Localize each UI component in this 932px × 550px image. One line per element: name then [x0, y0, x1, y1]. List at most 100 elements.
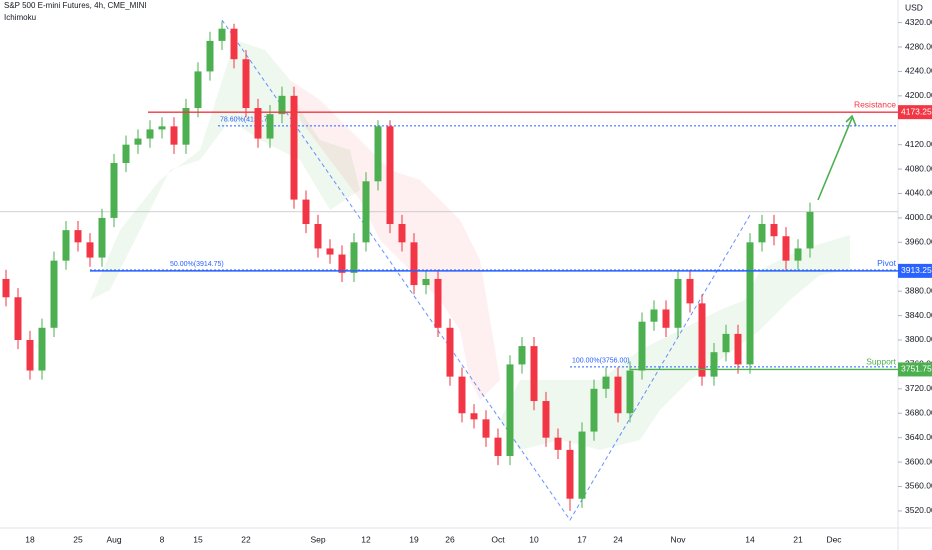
candle-body: [482, 419, 490, 438]
candle-body: [554, 437, 562, 450]
x-tick-label: 14: [745, 534, 755, 544]
y-tick-label: 4040.00: [905, 188, 932, 198]
y-tick-label: 3520.00: [905, 505, 932, 515]
candle-body: [74, 230, 82, 243]
candle-body: [86, 242, 94, 258]
x-tick-label: 10: [529, 534, 539, 544]
candle-body: [302, 199, 310, 225]
candle-body: [158, 126, 166, 130]
candle-body: [794, 248, 802, 261]
y-tick-label: 3680.00: [905, 407, 932, 417]
x-tick-label: 15: [193, 534, 203, 544]
candle-body: [98, 217, 106, 258]
level-price: 3913.25: [901, 265, 932, 275]
candle-body: [746, 242, 754, 365]
candle-body: [806, 211, 814, 249]
candle-body: [338, 254, 346, 273]
candle-body: [350, 242, 358, 273]
y-tick-label: 4200.00: [905, 90, 932, 100]
level-price-box: [898, 105, 932, 120]
level-price: 4173.25: [901, 106, 932, 116]
candle-body: [314, 224, 322, 249]
candle-body: [38, 327, 46, 371]
candle-body: [374, 126, 382, 182]
x-tick-label: 19: [409, 534, 419, 544]
y-tick-label: 4080.00: [905, 163, 932, 173]
level-price: 3751.75: [901, 364, 932, 374]
candle-body: [206, 40, 214, 72]
x-tick-label: 8: [160, 534, 165, 544]
x-tick-label: Sep: [310, 534, 325, 544]
level-name: Pivot: [877, 258, 897, 268]
fib-trend-line: [221, 19, 751, 521]
candle-body: [590, 388, 598, 432]
x-tick-label: Dec: [826, 534, 842, 544]
candle-body: [638, 321, 646, 371]
y-tick-label: 3840.00: [905, 310, 932, 320]
candle-body: [686, 278, 694, 304]
candle-body: [542, 401, 550, 438]
candle-body: [518, 346, 526, 365]
level-price-box: [898, 263, 932, 278]
fib-label: 78.60%(4150.75): [220, 117, 274, 124]
arrow: [817, 117, 853, 201]
y-tick-label: 3960.00: [905, 237, 932, 247]
candle-body: [14, 297, 22, 340]
candle-body: [62, 230, 70, 261]
x-tick-label: 26: [445, 534, 455, 544]
candle-body: [710, 352, 718, 377]
level-name: Resistance: [854, 99, 896, 109]
level-price-box: [898, 362, 932, 377]
candle-body: [578, 431, 586, 499]
candle-body: [50, 260, 58, 328]
fib-label: 100.00%(3756.00): [572, 358, 630, 365]
y-tick-label: 3880.00: [905, 285, 932, 295]
candle-body: [446, 327, 454, 377]
y-tick-label: 4000.00: [905, 212, 932, 222]
candle-body: [278, 95, 286, 115]
candle-body: [614, 376, 622, 414]
x-tick-label: Aug: [106, 534, 121, 544]
level-name: Support: [866, 357, 896, 367]
y-tick-label: 4240.00: [905, 66, 932, 76]
candle-body: [722, 333, 730, 353]
candle-body: [2, 278, 10, 298]
candle-body: [242, 59, 250, 109]
candle-body: [110, 162, 118, 218]
candle-body: [650, 309, 658, 322]
candle-body: [146, 129, 154, 139]
chart-title: S&P 500 E-mini Futures, 4h, CME_MINI: [4, 1, 147, 10]
indicator-name: Ichimoku: [4, 13, 36, 22]
candle-body: [194, 71, 202, 109]
candle-body: [530, 346, 538, 402]
x-tick-label: 22: [241, 534, 251, 544]
y-tick-label: 3720.00: [905, 383, 932, 393]
candle-body: [218, 28, 226, 41]
candle-body: [410, 242, 418, 286]
y-tick-label: 3600.00: [905, 456, 932, 466]
candle-body: [386, 126, 394, 225]
candle-body: [398, 224, 406, 243]
candle-body: [566, 449, 574, 499]
candle-body: [230, 28, 238, 60]
candle-body: [782, 236, 790, 261]
x-tick-label: Nov: [670, 534, 686, 544]
currency: USD: [905, 2, 923, 12]
y-tick-label: 3800.00: [905, 334, 932, 344]
candle-body: [254, 108, 262, 139]
candle-body: [458, 376, 466, 414]
candle-body: [662, 309, 670, 328]
candle-body: [434, 278, 442, 328]
candle-body: [362, 181, 370, 243]
candle-body: [122, 144, 130, 163]
y-tick-label: 3560.00: [905, 481, 932, 491]
y-tick-label: 4120.00: [905, 139, 932, 149]
x-tick-label: 18: [25, 534, 35, 544]
candle-body: [758, 224, 766, 243]
candle-body: [494, 437, 502, 456]
y-tick-label: 3640.00: [905, 432, 932, 442]
cloud: [290, 80, 500, 400]
arrow-head: [845, 114, 857, 127]
